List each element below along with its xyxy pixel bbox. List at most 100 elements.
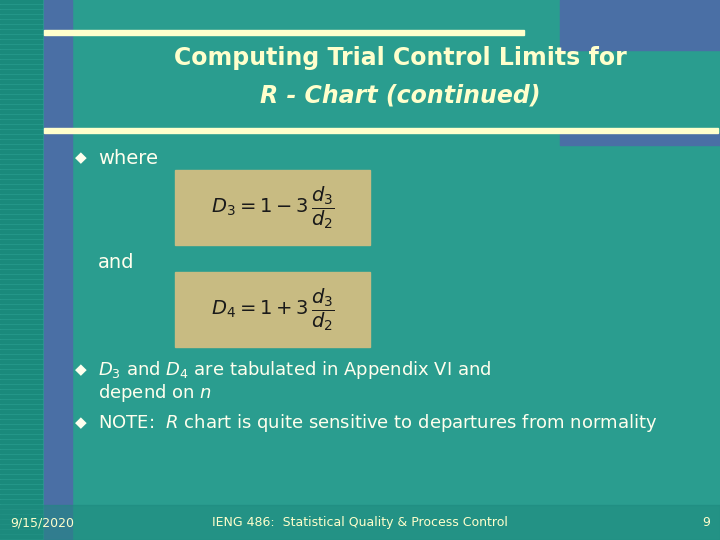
Bar [0, 450, 42, 453]
Bar [0, 370, 42, 373]
Bar [0, 205, 42, 207]
Bar [0, 460, 42, 462]
Bar [0, 385, 42, 388]
Bar [0, 20, 42, 23]
Bar [0, 380, 42, 382]
Bar [0, 150, 42, 152]
Bar [0, 195, 42, 198]
Bar [0, 355, 42, 357]
Bar [0, 375, 42, 377]
Bar [0, 155, 42, 158]
Bar [0, 500, 42, 503]
Bar [0, 505, 720, 540]
Bar [0, 360, 42, 362]
Text: R - Chart (continued): R - Chart (continued) [260, 83, 540, 107]
Bar [0, 85, 42, 87]
Bar [0, 465, 42, 468]
Bar [0, 390, 42, 393]
Bar [0, 400, 42, 402]
Bar [0, 245, 42, 247]
Bar [0, 490, 42, 492]
Bar [0, 60, 42, 63]
Bar [0, 315, 42, 318]
Bar [0, 95, 42, 98]
Bar [0, 25, 42, 28]
Bar [0, 225, 42, 227]
Bar [44, 0, 72, 540]
Bar [0, 340, 42, 342]
Bar [0, 310, 42, 313]
Bar [0, 530, 42, 532]
Bar [0, 265, 42, 267]
Bar [0, 80, 42, 83]
Bar [0, 410, 42, 413]
Text: ◆: ◆ [75, 362, 86, 377]
Text: NOTE:  $R$ chart is quite sensitive to departures from normality: NOTE: $R$ chart is quite sensitive to de… [98, 412, 657, 434]
Bar [0, 510, 42, 512]
Bar [0, 120, 42, 123]
Bar [0, 345, 42, 348]
Bar [0, 485, 42, 488]
Bar [0, 260, 42, 262]
Bar [0, 10, 42, 12]
Bar [0, 105, 42, 107]
Bar [0, 365, 42, 368]
Bar [0, 280, 42, 282]
Bar [0, 15, 42, 17]
Bar [0, 45, 42, 48]
Text: depend on $n$: depend on $n$ [98, 382, 212, 404]
Bar [0, 275, 42, 278]
Bar [560, 0, 720, 50]
Bar [0, 110, 42, 112]
Bar [0, 145, 42, 147]
Text: $D_3 = 1 - 3\,\dfrac{d_3}{d_2}$: $D_3 = 1 - 3\,\dfrac{d_3}{d_2}$ [211, 184, 334, 231]
Bar [0, 475, 42, 477]
Bar [0, 480, 42, 483]
Bar [0, 165, 42, 167]
Bar [0, 290, 42, 293]
Bar [0, 525, 42, 528]
Bar [0, 175, 42, 178]
Bar [0, 415, 42, 417]
Text: $D_3$ and $D_4$ are tabulated in Appendix VI and: $D_3$ and $D_4$ are tabulated in Appendi… [98, 359, 491, 381]
Bar [0, 395, 42, 397]
Bar [0, 430, 42, 433]
Bar [44, 128, 718, 133]
Bar [0, 0, 42, 3]
Bar [0, 335, 42, 338]
Bar [0, 305, 42, 307]
Bar [0, 75, 42, 78]
Bar [0, 350, 42, 353]
Bar [0, 100, 42, 103]
Text: and: and [98, 253, 135, 273]
Bar [0, 35, 42, 37]
Bar [0, 55, 42, 57]
Text: Computing Trial Control Limits for: Computing Trial Control Limits for [174, 46, 626, 70]
Bar [0, 5, 42, 8]
Bar [0, 210, 42, 213]
Bar [0, 185, 42, 187]
Bar [0, 170, 42, 172]
Text: $D_4 = 1 + 3\,\dfrac{d_3}{d_2}$: $D_4 = 1 + 3\,\dfrac{d_3}{d_2}$ [211, 286, 334, 333]
Bar [0, 125, 42, 127]
Bar [0, 135, 42, 138]
Bar [0, 325, 42, 327]
Bar [0, 455, 42, 457]
Bar [0, 295, 42, 298]
Bar [0, 470, 42, 472]
Bar [0, 230, 42, 233]
Bar [0, 320, 42, 322]
Bar [0, 220, 42, 222]
Bar [0, 495, 42, 497]
Bar [0, 130, 42, 132]
Text: 9: 9 [702, 516, 710, 529]
Bar [0, 215, 42, 218]
Bar [0, 435, 42, 437]
Text: where: where [98, 148, 158, 167]
Bar [0, 425, 42, 428]
Bar [0, 240, 42, 242]
Bar [0, 535, 42, 537]
Bar [0, 235, 42, 238]
Bar [0, 445, 42, 448]
Bar [0, 405, 42, 408]
